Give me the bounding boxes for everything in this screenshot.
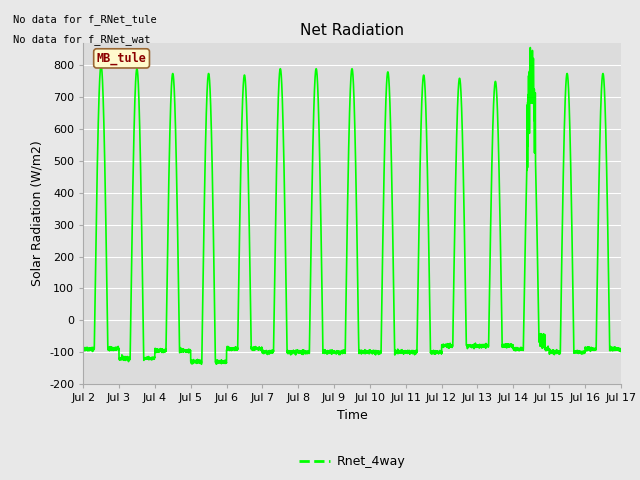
Text: No data for f_RNet_wat: No data for f_RNet_wat [13, 34, 150, 45]
Text: MB_tule: MB_tule [97, 52, 147, 65]
Text: No data for f_RNet_tule: No data for f_RNet_tule [13, 14, 157, 25]
Title: Net Radiation: Net Radiation [300, 23, 404, 38]
Legend: Rnet_4way: Rnet_4way [294, 450, 410, 473]
Y-axis label: Solar Radiation (W/m2): Solar Radiation (W/m2) [31, 141, 44, 287]
X-axis label: Time: Time [337, 408, 367, 421]
